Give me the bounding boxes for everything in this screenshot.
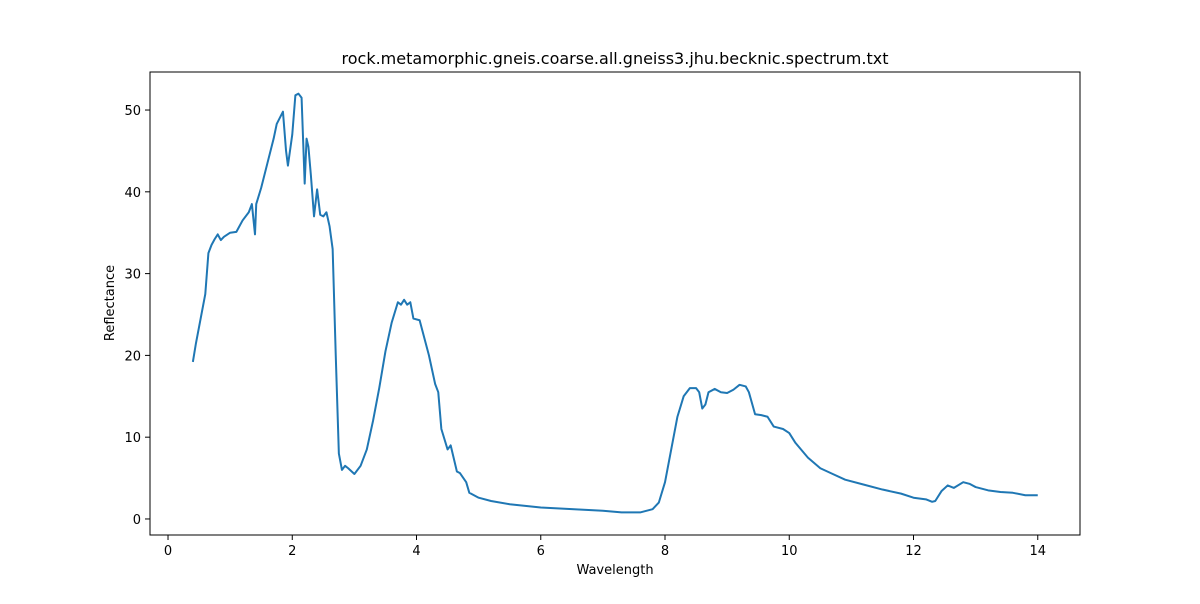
data-line (191, 92, 1038, 514)
x-tick-label: 10 (781, 544, 798, 559)
x-tick-label: 6 (537, 544, 545, 559)
x-axis-label: Wavelength (576, 563, 653, 578)
y-tick-label: 30 (124, 268, 141, 283)
x-tick-label: 14 (1029, 544, 1046, 559)
x-tick-label: 0 (164, 544, 172, 559)
chart-title: rock.metamorphic.gneis.coarse.all.gneiss… (342, 49, 889, 68)
y-tick-label: 20 (124, 349, 141, 364)
x-tick-label: 8 (661, 544, 669, 559)
y-tick-label: 10 (124, 431, 141, 446)
x-tick-label: 4 (412, 544, 420, 559)
y-axis-label: Reflectance (103, 265, 118, 341)
y-tick-label: 0 (133, 513, 141, 528)
y-tick-label: 40 (124, 186, 141, 201)
x-tick-label: 2 (288, 544, 296, 559)
y-tick-label: 50 (124, 104, 141, 119)
plot-frame (149, 71, 1081, 536)
x-tick-label: 12 (905, 544, 922, 559)
